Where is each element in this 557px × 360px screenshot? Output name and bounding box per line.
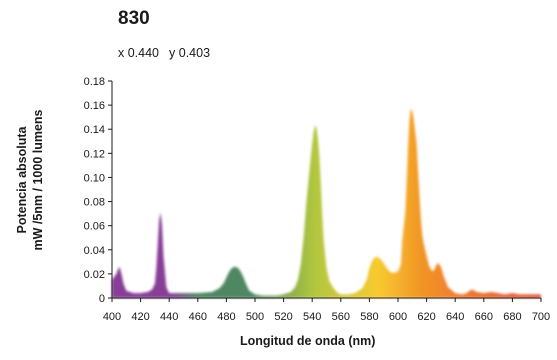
x-tick-label: 500 [246, 311, 264, 323]
x-tick-label: 640 [446, 311, 464, 323]
x-tick-label: 680 [503, 311, 521, 323]
y-tick-label: 0.02 [84, 269, 105, 281]
x-tick-label: 400 [103, 311, 121, 323]
x-tick-label: 620 [417, 311, 435, 323]
x-tick-label: 480 [217, 311, 235, 323]
y-tick-label: 0 [99, 293, 105, 305]
y-tick-label: 0.04 [84, 245, 105, 257]
x-axis-label: Longitud de onda (nm) [240, 334, 376, 348]
x-tick-label: 540 [303, 311, 321, 323]
axes: 0 0.02 0.04 0.06 0.08 0.10 0.12 0.14 0.16 0.18 400… [84, 76, 551, 323]
x-tick-label: 580 [360, 311, 378, 323]
spectrum-area [112, 108, 541, 298]
y-tick-label: 0.12 [84, 148, 105, 160]
x-tick-label: 460 [189, 311, 207, 323]
chromaticity-coordinates: x 0.440 y 0.403 [118, 46, 220, 60]
y-tick-label: 0.08 [84, 197, 105, 209]
x-tick-label: 660 [475, 311, 493, 323]
plot-area [112, 108, 541, 298]
x-tick-label: 520 [274, 311, 292, 323]
y-tick-label: 0.10 [84, 172, 105, 184]
x-tick-label: 700 [532, 311, 550, 323]
y-tick-label: 0.06 [84, 221, 105, 233]
x-tick-label: 600 [389, 311, 407, 323]
x-tick-label: 560 [332, 311, 350, 323]
y-tick-label: 0.18 [84, 76, 105, 88]
chart-title: 830 [118, 8, 150, 29]
chromaticity-x: x 0.440 [118, 46, 160, 60]
x-tick-label: 420 [131, 311, 149, 323]
x-tick-label: 440 [160, 311, 178, 323]
y-tick-label: 0.14 [84, 124, 105, 136]
chromaticity-y: y 0.403 [169, 46, 211, 60]
y-tick-label: 0.16 [84, 100, 105, 112]
